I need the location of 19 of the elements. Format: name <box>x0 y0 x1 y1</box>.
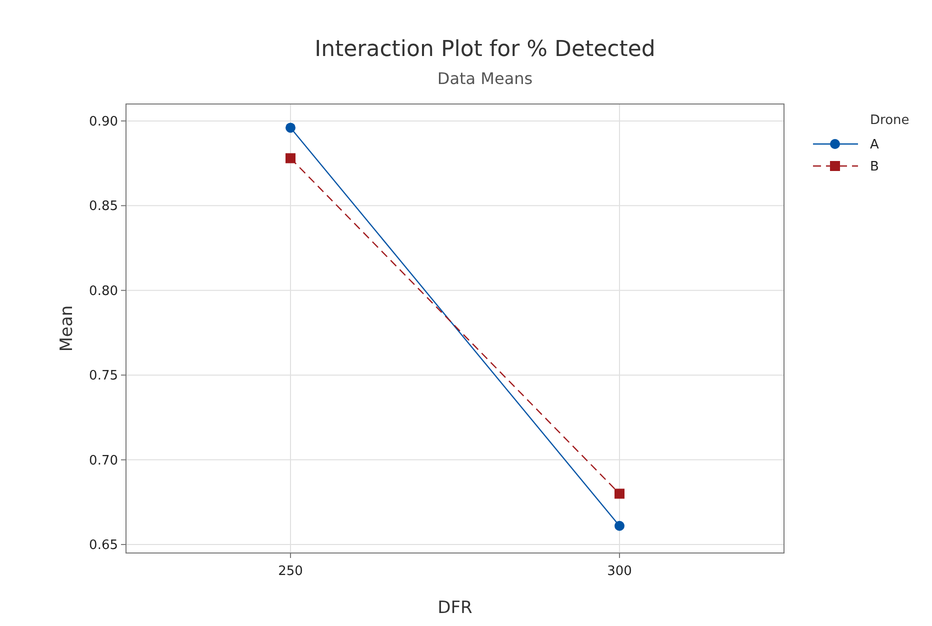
legend-label: B <box>870 160 879 175</box>
y-tick-label: 0.75 <box>89 368 118 384</box>
legend-title: Drone <box>870 113 910 128</box>
x-tick-label: 300 <box>607 564 632 579</box>
point <box>614 488 624 499</box>
y-tick-label: 0.90 <box>89 114 118 130</box>
chart-title: Interaction Plot for % Detected <box>314 37 656 62</box>
chart-subtitle: Data Means <box>437 69 533 88</box>
y-tick-label: 0.70 <box>89 453 118 468</box>
point <box>286 122 296 133</box>
x-tick-label: 250 <box>278 564 303 579</box>
y-tick-label: 0.80 <box>89 284 118 299</box>
y-axis-title: Mean <box>57 305 77 352</box>
y-tick-label: 0.85 <box>89 199 118 214</box>
x-axis-title: DFR <box>438 598 473 618</box>
point <box>286 153 296 164</box>
legend-label: A <box>870 138 879 153</box>
y-tick-label: 0.65 <box>89 538 118 554</box>
point <box>614 520 624 531</box>
